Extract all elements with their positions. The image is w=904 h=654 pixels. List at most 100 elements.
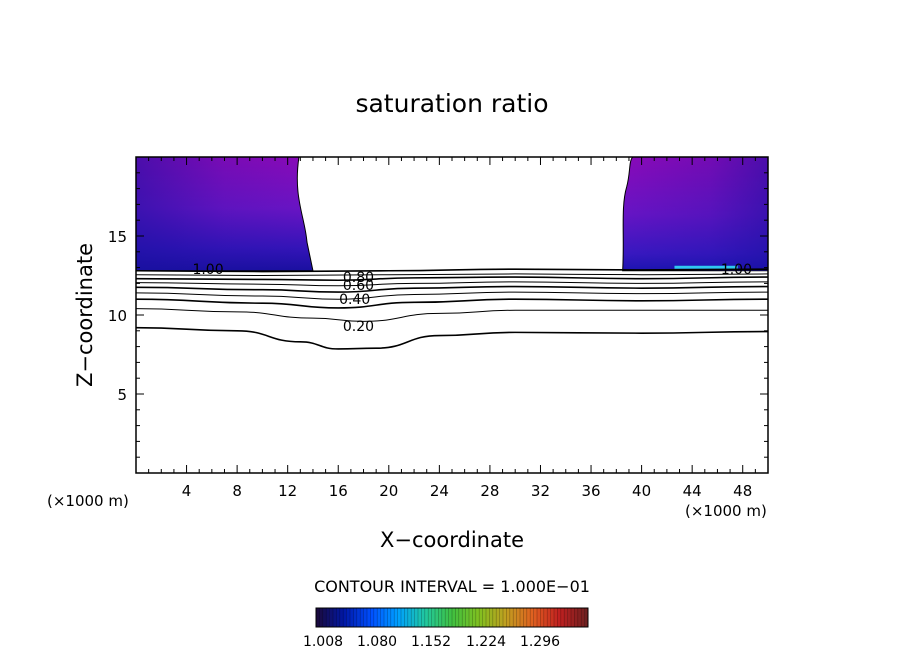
colorbar-swatch [384,608,388,627]
colorbar [315,608,589,627]
colorbar-swatch [469,608,473,627]
colorbar-swatch [336,608,341,627]
colorbar-swatch [550,608,555,627]
colorbar-swatch [373,608,378,627]
colorbar-swatch [435,608,439,627]
colorbar-swatch [479,608,483,627]
colorbar-swatch [431,608,436,627]
x-unit-left: (×1000 m) [47,492,129,510]
colorbar-swatch [560,608,565,627]
colorbar-swatch [380,608,385,627]
x-tick-label: 36 [581,482,600,500]
colorbar-swatch [319,608,324,627]
highlight-streak [674,265,738,269]
contour-line-0-8 [135,276,769,282]
colorbar-swatch [489,608,494,627]
contour-line-0-2 [135,326,769,350]
colorbar-swatch [554,608,558,627]
contour-line-0-3 [135,308,768,322]
colorbar-swatch [414,608,419,627]
x-tick-label: 4 [182,482,192,500]
colorbar-swatch [346,608,351,627]
colorbar-swatch [543,608,548,627]
y-tick-labels: 5 10 15 [108,228,127,404]
colorbar-swatch [584,608,589,627]
colorbar-swatch [496,608,500,627]
x-tick-label: 44 [683,482,702,500]
colorbar-swatch [424,608,429,627]
colorbar-swatch [377,608,381,627]
y-tick-label: 15 [108,228,127,246]
colorbar-swatch [547,608,551,627]
colorbar-swatch [513,608,517,627]
colorbar-swatch [455,608,460,627]
colorbar-swatch [492,608,497,627]
colorbar-tick-label: 1.224 [466,634,506,650]
colorbar-swatch [316,608,320,627]
x-tick-label: 40 [632,482,651,500]
contour-label-0: 1.00 [192,262,223,278]
colorbar-swatch [428,608,432,627]
contour-label-4: 0.20 [343,319,374,335]
colorbar-swatch [448,608,453,627]
colorbar-swatch [581,608,585,627]
x-axis-label: X−coordinate [380,528,524,552]
colorbar-swatch [577,608,582,627]
colorbar-swatch [350,608,354,627]
colorbar-swatch [465,608,470,627]
colorbar-swatch [530,608,534,627]
colorbar-swatch [540,608,545,627]
colorbar-swatch [339,608,344,627]
colorbar-swatch [574,608,579,627]
colorbar-frame [315,607,589,628]
colorbar-swatch [482,608,487,627]
contour-lines [135,268,769,350]
colorbar-swatch [537,608,541,627]
colorbar-swatch [394,608,398,627]
contour-line-1 [135,268,769,273]
colorbar-swatch [353,608,358,627]
colorbar-swatch [363,608,368,627]
y-axis-label: Z−coordinate [73,243,97,387]
colorbar-swatch [533,608,538,627]
contour-line-0-5 [135,291,769,300]
colorbar-swatch [333,608,337,627]
contour-interval-text: CONTOUR INTERVAL = 1.000E−01 [314,577,590,596]
colorbar-swatch [506,608,511,627]
colorbar-swatch [421,608,426,627]
contour-line-0-7 [135,281,769,287]
colorbar-swatch [418,608,422,627]
colorbar-swatch [397,608,402,627]
colorbar-swatch [526,608,531,627]
colorbar-swatch [441,608,446,627]
colorbar-swatch [486,608,490,627]
contour-label-1: 0.80 [343,270,374,286]
colorbar-swatch [472,608,477,627]
x-tick-label: 16 [329,482,348,500]
colorbar-tick-label: 1.296 [520,634,560,650]
y-tick-label: 10 [108,307,127,325]
shaded-region-right-depth [622,157,768,271]
x-tick-label: 48 [733,482,752,500]
contour-line-0-4 [135,298,769,309]
colorbar-swatch [438,608,443,627]
colorbar-swatch [404,608,409,627]
colorbar-swatch [356,608,361,627]
colorbar-swatch [509,608,514,627]
contour-line-0-9 [135,273,769,277]
colorbar-swatch [523,608,528,627]
colorbar-swatch [564,608,568,627]
colorbar-tick-label: 1.008 [303,634,343,650]
colorbar-swatch [322,608,327,627]
colorbar-swatch [370,608,375,627]
colorbar-swatch [557,608,562,627]
colorbar-swatch [499,608,504,627]
colorbar-swatch [407,608,412,627]
colorbar-swatch [367,608,371,627]
colorbar-swatch [516,608,521,627]
colorbar-swatch [343,608,347,627]
colorbar-swatch [401,608,405,627]
colorbar-swatch [503,608,507,627]
chart-title: saturation ratio [355,89,548,118]
